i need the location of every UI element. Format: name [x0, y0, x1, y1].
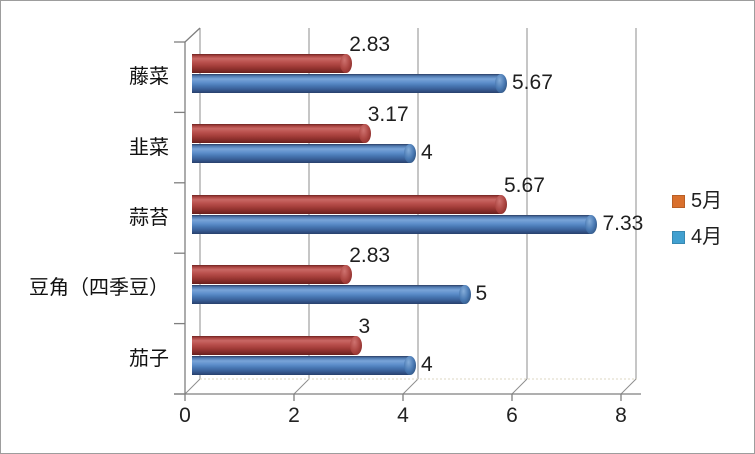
data-label-may-0: 2.83 — [349, 33, 391, 56]
legend-item-april: 4月 — [672, 226, 722, 248]
data-label-may-3: 2.83 — [349, 244, 391, 268]
legend-label-may: 5月 — [691, 190, 723, 212]
x-tick-label-3: 6 — [506, 404, 518, 427]
bar-end-cap-icon — [404, 144, 416, 164]
category-label-0: 藤菜 — [129, 66, 169, 89]
gridline-depth-bend — [511, 378, 528, 395]
gridline-depth-bend — [620, 378, 637, 395]
bar-end-cap-icon — [340, 54, 353, 73]
gridline-depth-bend — [184, 378, 201, 395]
legend-marker-april-icon — [672, 230, 685, 244]
category-label-4: 茄子 — [129, 347, 169, 370]
bar-may-2 — [192, 194, 507, 214]
legend-label-april: 4月 — [691, 226, 723, 248]
bar-may-4 — [192, 335, 362, 355]
bar-may-0 — [192, 54, 353, 73]
data-label-april-4: 4 — [421, 352, 433, 376]
bar-end-cap-icon — [349, 335, 362, 355]
bar-may-3 — [192, 265, 353, 285]
x-tick-label-0: 0 — [179, 404, 191, 427]
bar-april-0 — [192, 74, 507, 93]
x-tick-label-1: 2 — [288, 404, 300, 427]
category-label-2: 蒜苔 — [129, 207, 169, 229]
gridline-depth-bend — [293, 378, 310, 395]
bar-end-cap-icon — [495, 194, 507, 214]
bar-april-2 — [192, 214, 598, 234]
data-label-may-4: 3 — [358, 314, 371, 338]
legend: 5月 4月 — [672, 190, 722, 262]
legend-marker-may-icon — [672, 194, 685, 208]
data-label-may-2: 5.67 — [504, 173, 545, 197]
bar-end-cap-icon — [340, 265, 353, 285]
data-label-may-1: 3.17 — [367, 103, 409, 127]
gridline-depth-bend — [402, 378, 419, 395]
data-label-april-3: 5 — [475, 282, 488, 306]
data-label-april-0: 5.67 — [512, 71, 553, 94]
x-tick-label-4: 8 — [615, 404, 627, 427]
data-label-april-2: 7.33 — [602, 211, 644, 235]
category-label-1: 韭菜 — [129, 136, 169, 159]
bar-end-cap-icon — [358, 124, 371, 144]
bar-may-1 — [192, 124, 371, 144]
legend-item-may: 5月 — [672, 190, 722, 212]
bar-end-cap-icon — [458, 285, 471, 305]
bar-end-cap-icon — [404, 355, 416, 375]
bar-april-3 — [192, 285, 471, 305]
bar-april-1 — [192, 144, 416, 164]
x-tick-label-2: 4 — [397, 404, 409, 427]
bar-end-cap-icon — [495, 74, 507, 93]
bar-end-cap-icon — [585, 214, 598, 234]
category-label-3: 豆角（四季豆） — [29, 277, 169, 300]
depth-edge-top — [184, 27, 201, 43]
data-label-april-1: 4 — [421, 141, 433, 165]
bar-april-4 — [192, 355, 416, 375]
